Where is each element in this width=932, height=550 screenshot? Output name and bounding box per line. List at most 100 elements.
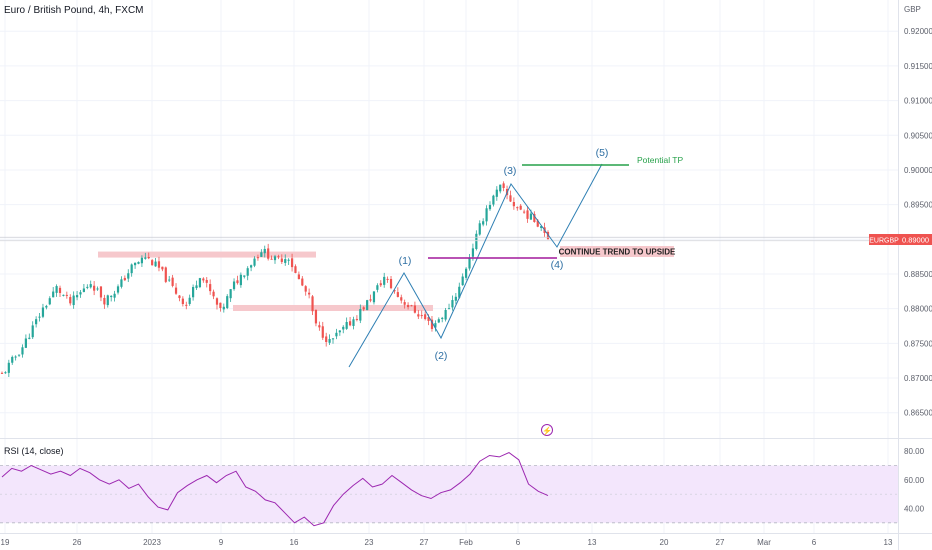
candle [69, 294, 72, 306]
candle-body [79, 292, 82, 295]
candle-body [294, 266, 297, 273]
candle-body [509, 195, 512, 202]
candle [482, 218, 485, 227]
candle [4, 371, 7, 374]
candle-body [403, 302, 406, 305]
price-tick: 0.88500 [904, 270, 932, 279]
candle [137, 261, 140, 265]
candle [516, 206, 519, 211]
candle [304, 285, 307, 296]
candle [290, 253, 294, 272]
candle-body [461, 276, 464, 286]
candle [270, 255, 273, 260]
candle-body [212, 291, 215, 297]
candle-body [243, 275, 246, 277]
candle [277, 254, 280, 260]
time-tick: 27 [716, 538, 725, 547]
candle-body [482, 221, 485, 225]
candle [17, 354, 21, 357]
candle-body [157, 261, 161, 268]
price-tick: 0.90000 [904, 166, 932, 175]
time-tick: 6 [812, 538, 817, 547]
candle-body [359, 309, 362, 321]
candle-body [325, 336, 328, 342]
candle-body [458, 286, 461, 298]
candle [171, 274, 174, 288]
candle-body [304, 286, 307, 292]
candle [28, 333, 31, 340]
candle-body [17, 354, 21, 356]
candle-body [219, 302, 222, 309]
candle [444, 307, 447, 322]
candle [352, 316, 355, 330]
candle-body [226, 296, 229, 309]
candle [348, 317, 352, 327]
rsi-line [1, 452, 549, 527]
price-tick: 0.91500 [904, 62, 932, 71]
candle [161, 266, 164, 272]
candle-body [318, 325, 321, 328]
candle [93, 281, 96, 296]
candle [294, 264, 297, 274]
candle-body [113, 293, 116, 298]
candle-body [444, 310, 447, 320]
trend-label: CONTINUE TREND TO UPSIDE [559, 248, 676, 257]
candle [185, 301, 188, 310]
candle [79, 290, 82, 298]
candle [157, 256, 161, 272]
candle [41, 303, 45, 319]
time-axis: 19 26 2023 9 16 23 27 Feb 6 13 20 27 Mar 6 13 [1, 538, 893, 547]
candle-body [253, 258, 256, 266]
candle [215, 297, 219, 310]
candle-body [533, 213, 536, 223]
candle [389, 276, 393, 290]
candle-body [389, 278, 393, 289]
candle [468, 253, 471, 271]
candle-body [58, 287, 62, 294]
candle [495, 186, 498, 201]
candle-body [188, 297, 191, 304]
wave-1-label: (1) [399, 255, 412, 267]
candle [410, 304, 413, 307]
candle-body [222, 306, 225, 310]
candle-body [192, 287, 195, 298]
candle [52, 287, 55, 298]
candle [376, 283, 379, 293]
candle [437, 317, 440, 324]
candle-body [437, 319, 440, 323]
candle [58, 285, 62, 298]
price-tick: 0.86500 [904, 409, 932, 418]
candle-body [181, 298, 184, 305]
candle-body [355, 318, 358, 320]
candle [62, 294, 65, 297]
time-tick: 2023 [143, 538, 161, 547]
candle [253, 256, 256, 268]
price-tick: 0.91000 [904, 97, 932, 106]
candle-body [362, 307, 365, 310]
candle-body [174, 287, 178, 294]
candle-body [137, 261, 140, 264]
candle-body [427, 317, 430, 321]
candle-body [417, 314, 420, 317]
candle-body [48, 298, 51, 305]
price-tick: 0.90500 [904, 131, 932, 140]
candle [212, 289, 215, 300]
wave-3-label: (3) [504, 165, 517, 177]
candle-body [178, 295, 181, 299]
time-tick: 27 [420, 538, 429, 547]
candle-body [331, 338, 335, 340]
candle-body [263, 248, 266, 254]
candle [110, 295, 113, 302]
candle-body [372, 291, 376, 303]
event-marker-icon [541, 424, 553, 436]
candle-body [103, 297, 106, 305]
candle-body [120, 279, 123, 287]
candle-body [130, 264, 133, 274]
candle-body [236, 280, 239, 284]
candle-body [45, 305, 48, 308]
candle [239, 272, 242, 288]
candle-body [171, 277, 174, 286]
price-tick: 0.88000 [904, 305, 932, 314]
candle-body [376, 285, 379, 290]
